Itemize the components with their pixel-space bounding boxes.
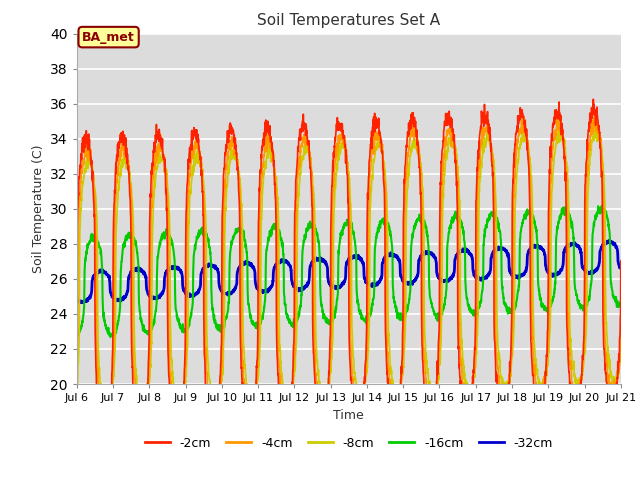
-16cm: [73, 332, 81, 338]
-32cm: [584, 270, 592, 276]
-4cm: [507, 359, 515, 365]
-4cm: [591, 113, 598, 119]
-16cm: [617, 303, 625, 309]
-4cm: [365, 208, 372, 214]
-16cm: [376, 218, 384, 224]
Line: -8cm: -8cm: [77, 125, 621, 420]
-2cm: [507, 346, 515, 352]
-8cm: [365, 337, 372, 343]
-8cm: [593, 122, 600, 128]
-32cm: [569, 241, 577, 247]
-16cm: [106, 334, 114, 340]
-16cm: [598, 203, 605, 208]
-4cm: [73, 361, 81, 367]
Y-axis label: Soil Temperature (C): Soil Temperature (C): [31, 144, 45, 273]
-2cm: [73, 277, 81, 283]
-8cm: [569, 363, 577, 369]
-4cm: [376, 134, 384, 140]
-32cm: [73, 297, 81, 303]
-16cm: [584, 296, 592, 302]
-8cm: [225, 171, 232, 177]
-32cm: [606, 237, 614, 243]
-32cm: [365, 281, 372, 287]
Line: -16cm: -16cm: [77, 205, 621, 337]
-32cm: [376, 277, 384, 283]
-4cm: [617, 330, 625, 336]
X-axis label: Time: Time: [333, 408, 364, 421]
-2cm: [589, 96, 597, 102]
-32cm: [617, 265, 625, 271]
-2cm: [99, 437, 107, 443]
-4cm: [174, 427, 182, 433]
-8cm: [507, 373, 515, 379]
Text: BA_met: BA_met: [83, 31, 135, 44]
-16cm: [569, 229, 577, 235]
-2cm: [584, 131, 592, 136]
-32cm: [507, 271, 515, 276]
-2cm: [569, 396, 577, 402]
-2cm: [376, 133, 384, 139]
Line: -2cm: -2cm: [77, 99, 621, 440]
-2cm: [617, 258, 625, 264]
Line: -32cm: -32cm: [77, 240, 621, 303]
-32cm: [79, 300, 87, 306]
-4cm: [225, 147, 232, 153]
-16cm: [507, 306, 515, 312]
-8cm: [376, 143, 384, 149]
-8cm: [617, 351, 625, 357]
Line: -4cm: -4cm: [77, 116, 621, 430]
-32cm: [225, 290, 232, 296]
Legend: -2cm, -4cm, -8cm, -16cm, -32cm: -2cm, -4cm, -8cm, -16cm, -32cm: [140, 432, 558, 455]
-8cm: [138, 417, 146, 423]
-16cm: [365, 313, 372, 319]
-16cm: [225, 299, 232, 305]
-2cm: [365, 173, 372, 179]
-4cm: [569, 386, 577, 392]
-4cm: [584, 156, 592, 162]
-8cm: [73, 383, 81, 389]
Title: Soil Temperatures Set A: Soil Temperatures Set A: [257, 13, 440, 28]
-8cm: [584, 191, 592, 197]
-2cm: [225, 138, 232, 144]
